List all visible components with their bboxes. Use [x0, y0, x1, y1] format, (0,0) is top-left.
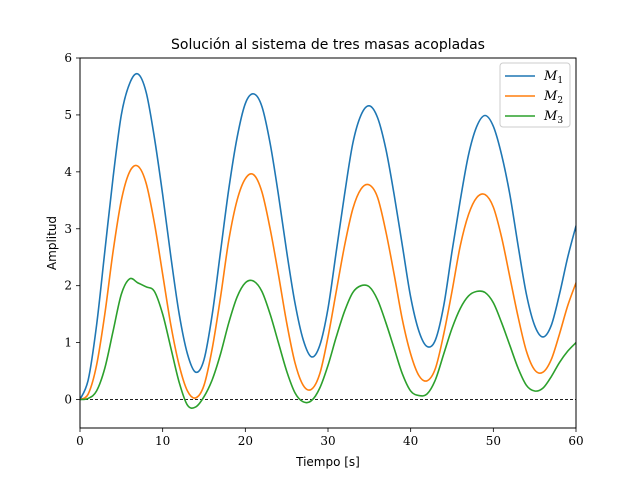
series-line-m1: [80, 72, 576, 401]
y-axis-label: Amplitud: [45, 216, 59, 270]
y-tick-label: 6: [64, 51, 72, 65]
x-tick-label: 10: [155, 434, 170, 448]
x-axis-label: Tiempo [s]: [295, 455, 360, 469]
y-tick-label: 2: [64, 279, 72, 293]
x-tick-label: 20: [238, 434, 253, 448]
y-tick-label: 5: [64, 108, 72, 122]
legend-label-m1: M1: [543, 69, 563, 86]
legend-box: [499, 62, 571, 128]
x-tick-label: 30: [320, 434, 335, 448]
x-tick-label: 40: [403, 434, 418, 448]
y-tick-label: 0: [64, 393, 72, 407]
y-tick-label: 3: [64, 222, 72, 236]
plot-area: [80, 72, 576, 409]
chart-title: Solución al sistema de tres masas acopla…: [171, 37, 485, 53]
legend-label-m3: M3: [543, 109, 563, 126]
series-group: [80, 72, 576, 409]
legend-label-m2: M2: [543, 89, 563, 106]
legend: M1 M2 M3: [499, 62, 571, 128]
x-axis: 0 10 20 30 40 50 60: [76, 428, 584, 448]
series-line-m2: [80, 164, 576, 401]
y-tick-label: 1: [64, 336, 72, 350]
y-tick-label: 4: [64, 165, 72, 179]
x-tick-label: 60: [568, 434, 583, 448]
series-line-m3: [80, 277, 576, 409]
y-axis: 0 1 2 3 4 5 6: [64, 51, 80, 407]
x-tick-label: 0: [76, 434, 84, 448]
x-tick-label: 50: [486, 434, 501, 448]
